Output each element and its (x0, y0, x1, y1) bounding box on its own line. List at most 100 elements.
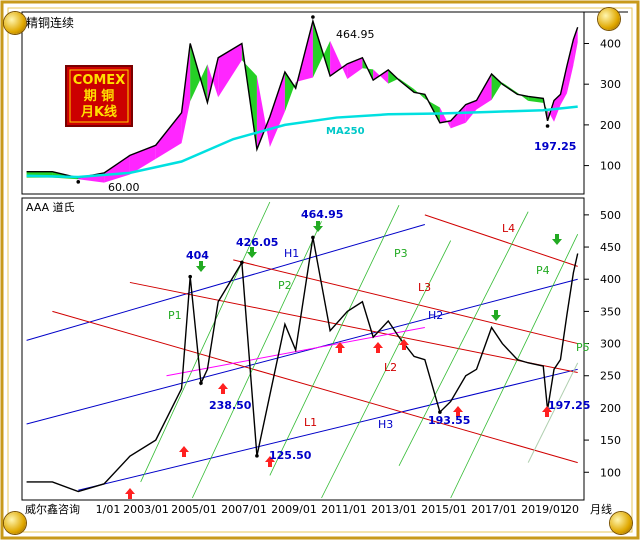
label-404: 404 (186, 249, 209, 262)
top-low-label: 60.00 (108, 181, 140, 194)
bottom-y-axis: 500 450 400 350 300 250 200 150 100 (584, 209, 621, 479)
bottom-y-tick-label: 100 (600, 466, 621, 479)
top-high-label: 464.95 (336, 28, 375, 41)
bottom-annotation-point (255, 454, 259, 458)
top-y-tick-label: 400 (600, 37, 621, 50)
comex-badge: COMEX 期 铜 月K线 (65, 65, 133, 127)
top-band-segment (284, 71, 296, 112)
bottom-y-tick-label: 150 (600, 434, 621, 447)
bottom-y-tick-label: 300 (600, 338, 621, 351)
sell-arrow-icon (491, 310, 501, 321)
x-axis-right-text: 月线 (590, 502, 612, 516)
label-h1: H1 (284, 247, 299, 260)
x-axis: 威尔鑫咨询 1/01 2003/01 2005/01 2007/01 2009/01 20… (22, 499, 612, 516)
label-464: 464.95 (301, 208, 343, 221)
buy-arrow-icon (453, 406, 463, 417)
corner-ornament-top-right (598, 8, 620, 30)
badge-border (69, 69, 129, 123)
label-h2: H2 (428, 309, 443, 322)
x-tick-label: 2011/01 (321, 503, 367, 516)
sell-arrow-icon (313, 221, 323, 232)
bottom-y-tick-label: 250 (600, 370, 621, 383)
bottom-plot-area (21, 197, 585, 501)
bottom-panel: AAA 道氏 500 450 400 350 300 250 200 150 100 404 4… (21, 197, 621, 501)
top-y-tick-label: 200 (600, 119, 621, 132)
top-band-segment (476, 74, 492, 110)
label-238: 238.50 (209, 399, 252, 412)
bottom-annotation-point (199, 381, 203, 385)
top-band-segment (439, 107, 451, 129)
badge-line-2: 期 铜 (84, 88, 115, 104)
x-axis-left-text: 威尔鑫咨询 (25, 502, 80, 516)
badge-line-1: COMEX (73, 73, 125, 88)
ma250-label: MA250 (326, 126, 365, 137)
label-p4: P4 (536, 264, 550, 277)
trend-line-l4 (424, 214, 578, 267)
chart-annotations: 404 426.05 464.95 238.50 125.50 193.55 1… (168, 208, 590, 462)
top-band-segment (155, 112, 182, 159)
trend-line-h1 (26, 224, 425, 341)
parallel-line (269, 205, 400, 476)
top-y-axis: 400 300 200 100 (584, 37, 621, 173)
corner-ornament-top-left (4, 12, 26, 34)
top-band-segment (566, 39, 574, 94)
bottom-y-tick-label: 500 (600, 209, 621, 222)
x-tick-labels: 1/01 2003/01 2005/01 2007/01 2009/01 2011/01 2… (96, 503, 579, 516)
top-recent-low-label: 197.25 (534, 140, 576, 153)
parallel-line (450, 234, 579, 499)
top-panel-title: 精铜连续 (26, 15, 74, 30)
bottom-y-tick-label: 450 (600, 241, 621, 254)
bottom-price-line (26, 237, 579, 493)
parallel-line (191, 221, 322, 499)
badge-line-3: 月K线 (80, 104, 117, 120)
x-tick-label: 2017/01 (471, 503, 517, 516)
buy-arrow-icon (265, 456, 275, 467)
trend-line-l3 (233, 259, 578, 345)
signal-arrows (125, 221, 562, 499)
corner-ornament-bottom-right (610, 512, 632, 534)
top-y-tick-label: 100 (600, 160, 621, 173)
label-l4: L4 (502, 222, 515, 235)
bottom-panel-title: AAA 道氏 (26, 200, 75, 214)
x-tick-label: 2015/01 (421, 503, 467, 516)
buy-arrow-icon (179, 446, 189, 457)
trend-line-l2 (129, 281, 578, 374)
ma250-line (26, 105, 578, 179)
buy-arrow-icon (335, 342, 345, 353)
bottom-y-tick-label: 350 (600, 305, 621, 318)
top-annotation-point (545, 124, 550, 128)
top-annotation-point (311, 15, 315, 19)
label-426: 426.05 (236, 236, 278, 249)
top-band-segment (181, 43, 191, 144)
trend-line-h3 (78, 368, 578, 491)
label-p1: P1 (168, 309, 182, 322)
x-tick-label: 2019/01 (521, 503, 567, 516)
label-p2: P2 (278, 279, 292, 292)
label-l2: L2 (384, 361, 397, 374)
top-band-segment (450, 104, 466, 129)
corner-ornament-bottom-left (4, 512, 26, 534)
x-tick-label: 2007/01 (221, 503, 267, 516)
x-tick-label: 2003/01 (123, 503, 169, 516)
trend-line-p5 (527, 362, 579, 463)
badge-background (65, 65, 133, 127)
top-band-segment (129, 145, 156, 175)
trend-line-h2 (26, 278, 578, 425)
inner-frame (7, 7, 633, 533)
x-tick-label: 2013/01 (371, 503, 417, 516)
trend-line-l1 (52, 310, 578, 464)
bottom-annotation-point (438, 410, 442, 414)
x-tick-label: 2009/01 (271, 503, 317, 516)
label-193: 193.55 (428, 414, 470, 427)
bottom-annotation-point (240, 260, 244, 265)
top-band-segment (104, 155, 130, 183)
bottom-annotation-point (311, 235, 315, 240)
top-annotation-point (76, 180, 81, 184)
top-panel: 精铜连续 400 300 200 100 COMEX 期 铜 月K线 MA250 46… (21, 11, 628, 195)
x-tick-label: 2005/01 (171, 503, 217, 516)
buy-arrow-icon (218, 383, 228, 394)
buy-arrow-icon (373, 342, 383, 353)
label-p3: P3 (394, 247, 408, 260)
